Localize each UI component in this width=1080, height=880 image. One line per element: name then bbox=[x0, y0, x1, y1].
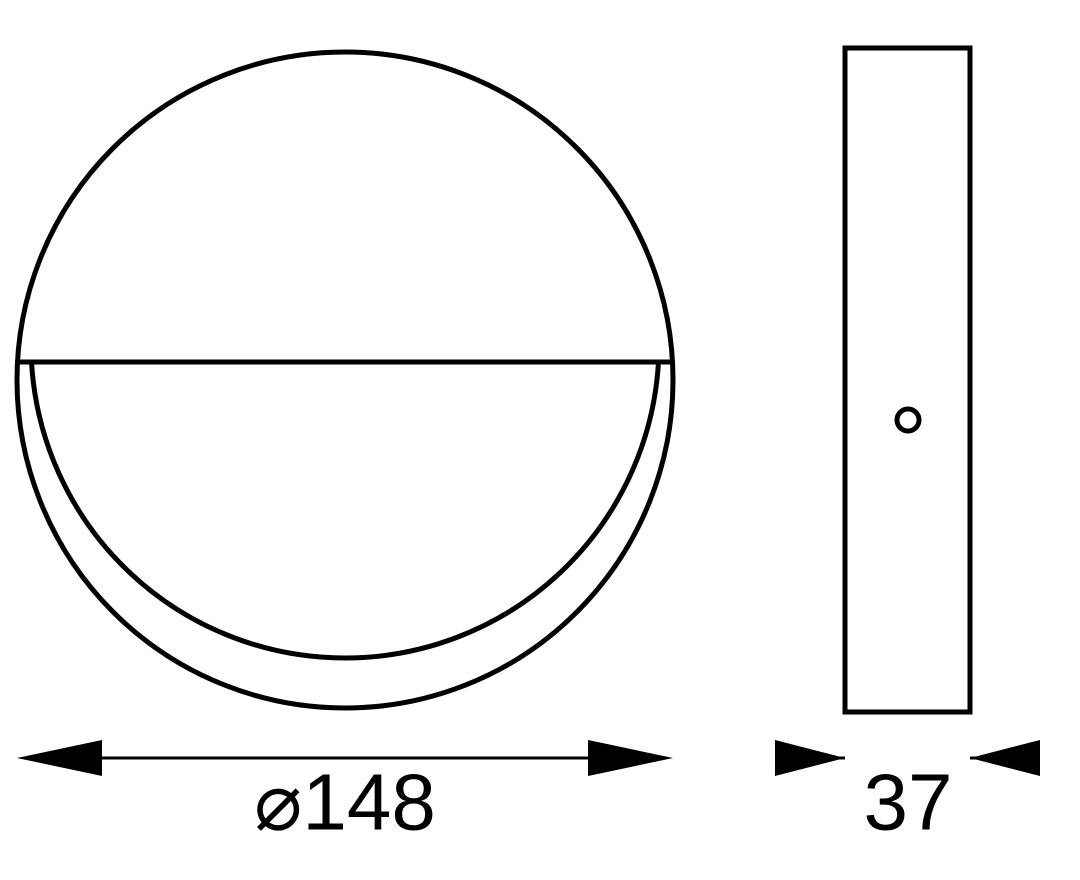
front-outer-circle bbox=[17, 52, 673, 708]
dim-diameter-arrow-right bbox=[588, 740, 673, 776]
dimension-depth: 37 bbox=[775, 740, 1040, 847]
dim-diameter-arrow-left bbox=[17, 740, 102, 776]
dim-depth-arrow-right bbox=[970, 740, 1040, 776]
side-view bbox=[845, 48, 970, 712]
technical-drawing: ⌀148 37 bbox=[0, 0, 1080, 880]
side-hole-circle bbox=[897, 409, 919, 431]
dim-diameter-label: ⌀148 bbox=[254, 758, 436, 847]
dim-depth-arrow-left bbox=[775, 740, 845, 776]
side-rect bbox=[845, 48, 970, 712]
front-inner-arc bbox=[32, 362, 659, 658]
dim-depth-label: 37 bbox=[864, 758, 953, 847]
dimension-diameter: ⌀148 bbox=[17, 740, 673, 847]
front-view bbox=[17, 52, 673, 708]
